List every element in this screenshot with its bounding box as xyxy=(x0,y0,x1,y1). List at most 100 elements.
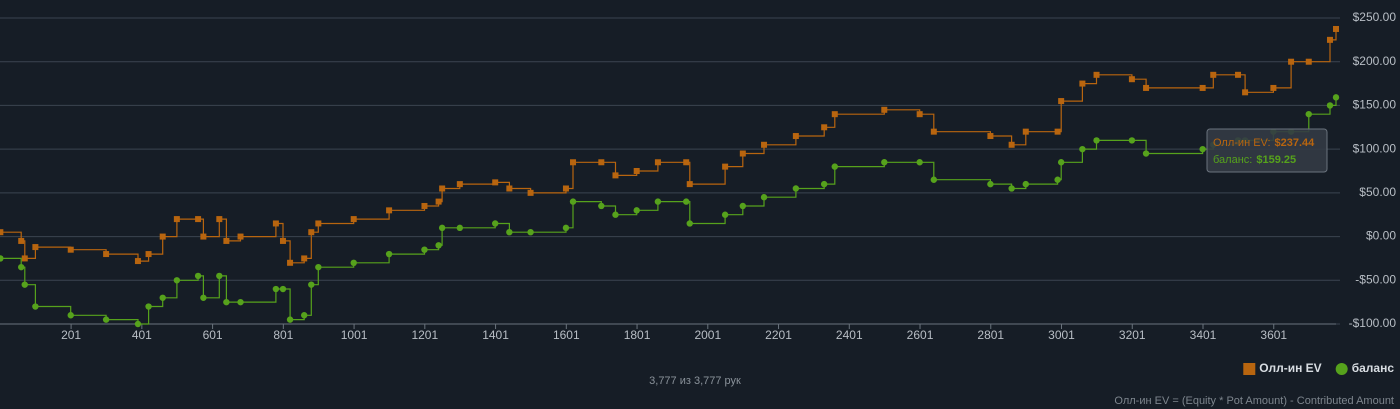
x-tick-label: 3601 xyxy=(1260,328,1287,342)
marker xyxy=(315,263,322,271)
marker xyxy=(435,242,442,249)
marker xyxy=(721,211,729,218)
marker xyxy=(612,172,619,179)
y-tick-label: $200.00 xyxy=(1353,54,1397,68)
marker xyxy=(308,229,315,236)
marker xyxy=(1305,58,1312,65)
marker xyxy=(633,168,640,174)
marker xyxy=(421,202,428,209)
marker xyxy=(1242,89,1249,96)
marker xyxy=(103,251,110,258)
marker xyxy=(350,259,357,266)
marker xyxy=(200,233,207,240)
marker xyxy=(237,298,244,306)
marker xyxy=(1235,71,1242,78)
marker xyxy=(1142,150,1150,157)
marker xyxy=(654,159,661,166)
marker xyxy=(216,272,223,280)
marker xyxy=(67,312,74,319)
marker xyxy=(1054,176,1061,183)
marker xyxy=(881,159,888,166)
x-tick-label: 3401 xyxy=(1190,328,1217,342)
legend-marker xyxy=(1335,363,1348,375)
x-tick-label: 601 xyxy=(203,328,223,342)
tooltip-label: баланс: xyxy=(1213,154,1252,166)
marker xyxy=(32,244,39,251)
marker xyxy=(686,220,693,227)
marker xyxy=(1143,84,1150,91)
footer: 3,777 из 3,777 рук xyxy=(649,375,741,387)
marker xyxy=(195,216,202,223)
tooltip-label: Олл-ин EV: xyxy=(1213,137,1271,149)
marker xyxy=(598,159,605,166)
series-line xyxy=(0,29,1337,264)
marker xyxy=(527,189,534,196)
marker xyxy=(760,194,768,201)
x-tick-label: 3201 xyxy=(1119,328,1146,342)
marker xyxy=(159,294,166,301)
marker xyxy=(612,211,619,218)
marker xyxy=(386,207,393,214)
marker xyxy=(739,150,746,157)
marker xyxy=(987,133,994,140)
marker xyxy=(216,216,223,223)
marker xyxy=(315,220,322,227)
marker xyxy=(506,229,513,236)
marker xyxy=(237,233,244,240)
marker xyxy=(1058,98,1065,105)
marker xyxy=(821,124,828,131)
marker xyxy=(1008,141,1015,148)
marker xyxy=(456,224,464,232)
marker xyxy=(1054,128,1061,135)
x-tick-label: 2801 xyxy=(977,328,1004,342)
marker xyxy=(492,179,499,186)
marker xyxy=(1022,128,1029,135)
marker xyxy=(272,285,280,293)
marker xyxy=(1333,25,1339,32)
tooltip-value: $159.25 xyxy=(1256,154,1296,166)
tooltip: Олл-ин EV: $237.44 баланс: $159.25 xyxy=(1206,128,1328,173)
marker xyxy=(831,163,838,170)
marker xyxy=(134,258,141,265)
marker xyxy=(1093,137,1100,144)
marker xyxy=(1093,71,1100,78)
note: Олл-ин EV = (Equity * Pot Amount) - Cont… xyxy=(1114,395,1394,407)
marker xyxy=(439,185,446,192)
marker xyxy=(1326,36,1333,43)
y-tick-label: $0.00 xyxy=(1366,229,1396,243)
marker xyxy=(145,303,152,310)
marker xyxy=(18,263,25,271)
tooltip-value: $237.44 xyxy=(1275,137,1316,149)
marker xyxy=(0,229,4,236)
marker xyxy=(598,202,605,210)
x-tick-label: 2401 xyxy=(836,328,863,342)
x-tick-label: 2201 xyxy=(765,328,792,342)
x-tick-label: 1201 xyxy=(411,328,438,342)
marker xyxy=(301,255,308,262)
marker xyxy=(272,220,279,227)
x-tick-label: 3001 xyxy=(1048,328,1075,342)
marker xyxy=(1199,145,1206,153)
x-tick-label: 801 xyxy=(273,328,293,342)
marker xyxy=(456,181,463,188)
marker xyxy=(18,237,25,244)
y-tick-label: $50.00 xyxy=(1359,185,1396,199)
x-tick-label: 201 xyxy=(61,328,81,342)
marker xyxy=(881,106,888,113)
x-tick-label: 1401 xyxy=(482,328,509,342)
marker xyxy=(287,259,294,266)
marker xyxy=(987,180,994,188)
marker xyxy=(194,272,202,280)
y-tick-label: $100.00 xyxy=(1353,141,1397,155)
x-tick-label: 1801 xyxy=(624,328,651,342)
marker xyxy=(562,224,570,232)
tooltip-box xyxy=(1206,128,1328,173)
marker xyxy=(21,255,28,262)
marker xyxy=(916,111,923,118)
marker xyxy=(134,320,142,328)
marker xyxy=(683,198,690,205)
marker xyxy=(1270,84,1277,91)
marker xyxy=(1079,80,1086,87)
